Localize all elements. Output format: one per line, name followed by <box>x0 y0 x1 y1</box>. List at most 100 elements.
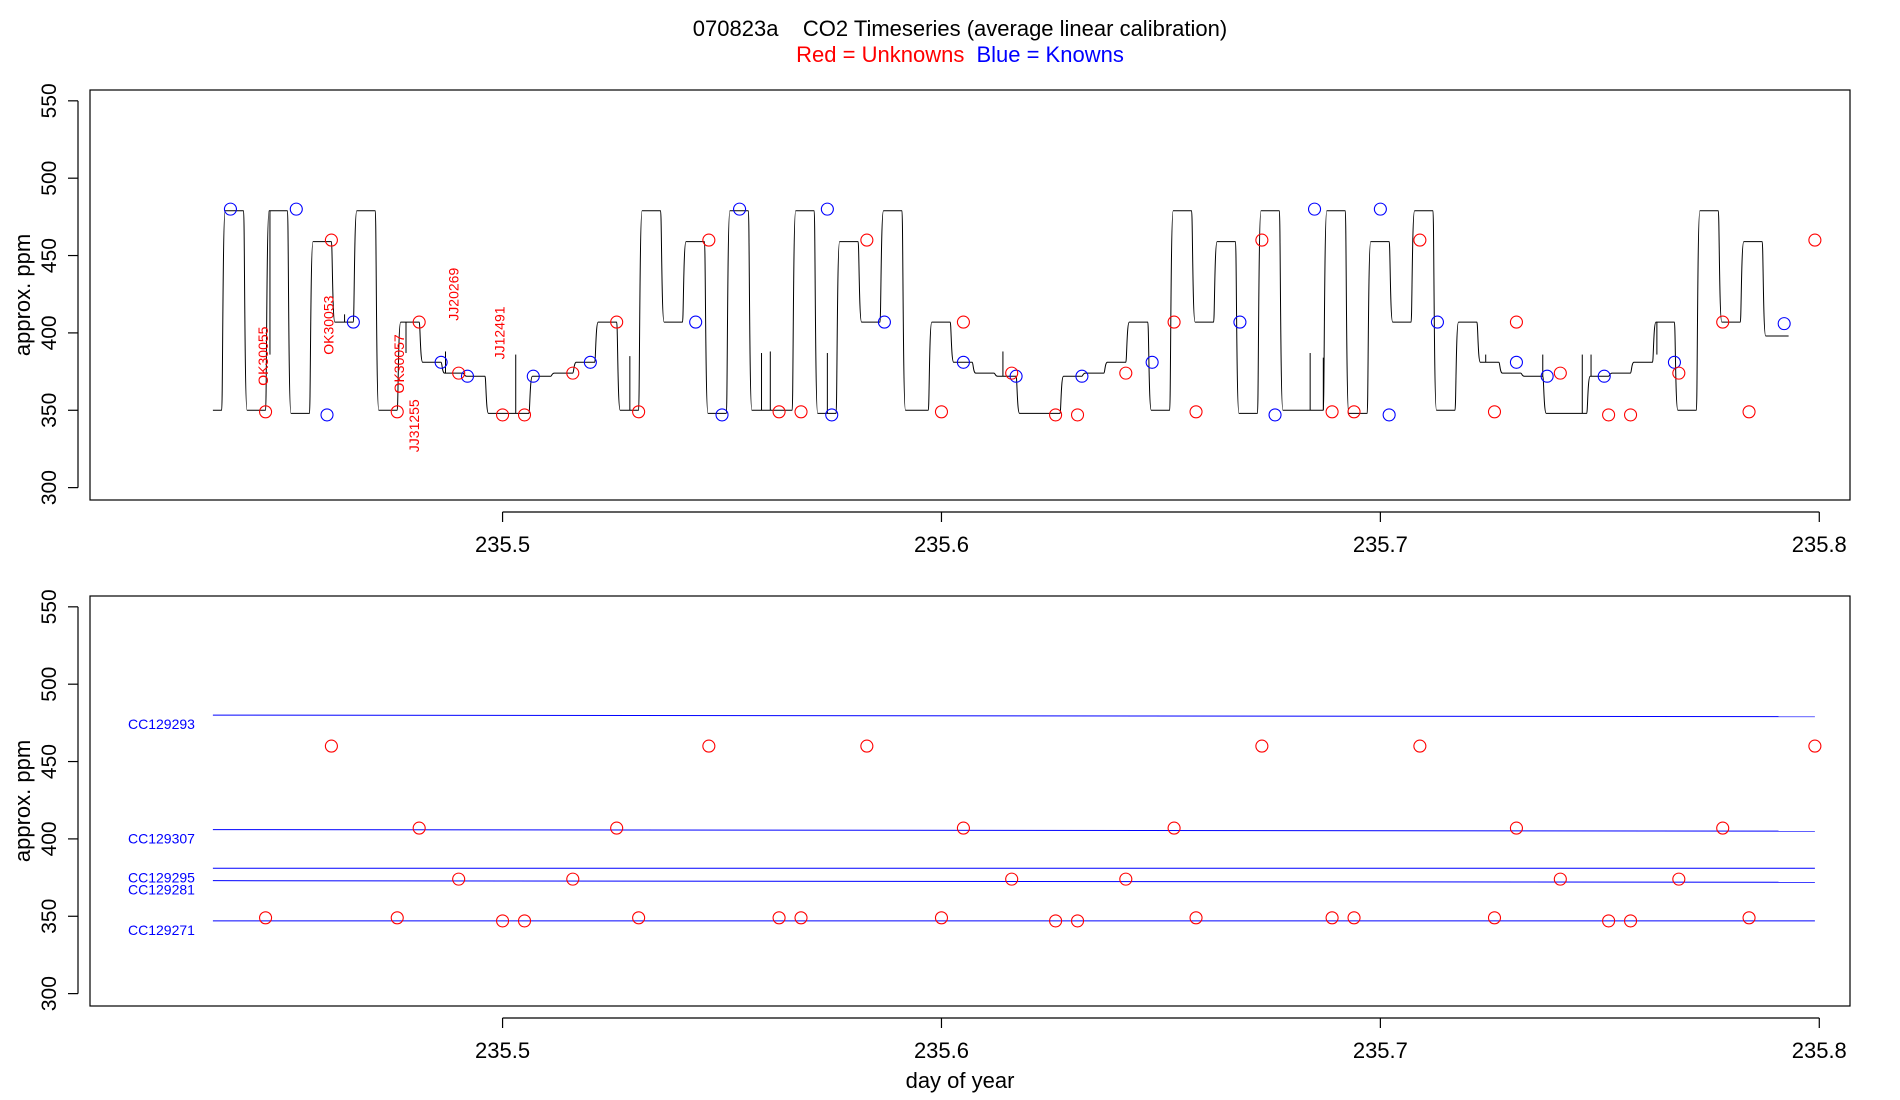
bottom-unknown-marker <box>1255 739 1269 753</box>
standard-label: CC129295 <box>128 869 195 885</box>
top-known-marker <box>825 408 839 422</box>
bottom-x-axis-label: day of year <box>906 1068 1015 1093</box>
top-known-marker <box>733 202 747 216</box>
svg-text:Red = Unknowns Blue = Kn: Red = Unknowns Blue = Knowns <box>796 42 1124 67</box>
top-unknown-marker <box>566 366 580 380</box>
top-known-marker <box>1382 408 1396 422</box>
top-known-marker <box>583 355 597 369</box>
top-unknown-marker <box>794 405 808 419</box>
bottom-unknown-marker <box>632 911 646 925</box>
top-marker-layer <box>223 202 1822 422</box>
top-y-axis-label: approx. ppm <box>10 234 35 356</box>
top-known-marker <box>1597 369 1611 383</box>
bottom-unknown-marker <box>1672 872 1686 886</box>
top-unknown-marker <box>1255 233 1269 247</box>
bottom-y-tick-label: 350 <box>38 899 61 934</box>
bottom-unknown-marker <box>1325 911 1339 925</box>
top-known-marker <box>877 315 891 329</box>
bottom-x-tick-label: 235.6 <box>914 1038 969 1063</box>
standard-line <box>212 829 1815 832</box>
bottom-unknown-marker <box>1119 872 1133 886</box>
bottom-unknown-marker <box>1553 872 1567 886</box>
top-y-tick-label: 400 <box>38 315 61 350</box>
bottom-unknown-marker <box>1509 821 1523 835</box>
top-unknown-marker <box>1413 233 1427 247</box>
top-y-tick-label: 500 <box>38 161 61 196</box>
bottom-unknown-marker <box>860 739 874 753</box>
top-known-marker <box>1430 315 1444 329</box>
bottom-unknown-marker <box>390 911 404 925</box>
top-known-marker <box>1777 317 1791 331</box>
top-y-tick-label: 300 <box>38 470 61 505</box>
bottom-unknown-marker <box>1602 914 1616 928</box>
top-known-marker <box>460 369 475 383</box>
bottom-unknown-marker <box>452 872 466 886</box>
top-unknown-marker <box>632 405 646 419</box>
bottom-unknown-marker <box>1049 914 1063 928</box>
top-x-tick-label: 235.7 <box>1353 532 1408 557</box>
top-unknown-marker <box>1189 405 1203 419</box>
top-y-tick-label: 450 <box>38 238 61 273</box>
top-sample-annotation: OK30057 <box>391 334 407 393</box>
top-unknown-marker <box>772 405 786 419</box>
top-unknown-marker <box>1049 408 1063 422</box>
bottom-plot-frame <box>89 595 1851 1007</box>
standard-line <box>212 880 1815 883</box>
top-unknown-marker <box>390 405 404 419</box>
top-unknown-marker <box>412 315 426 329</box>
top-unknown-marker <box>860 233 874 247</box>
top-known-marker <box>434 355 448 369</box>
bottom-unknown-marker <box>1413 739 1427 753</box>
bottom-unknown-marker <box>1167 821 1181 835</box>
bottom-x-axis: 235.5 235.6 235.7 235.8 <box>475 1017 1847 1063</box>
top-x-tick-label: 235.8 <box>1792 532 1847 557</box>
bottom-y-tick-label: 450 <box>38 744 61 779</box>
bottom-unknown-marker <box>1189 911 1203 925</box>
top-unknown-marker <box>956 315 970 329</box>
top-unknown-marker <box>934 405 949 419</box>
standard-line <box>212 714 1815 718</box>
bottom-y-tick-label: 500 <box>38 667 61 702</box>
top-unknown-marker <box>1623 408 1638 422</box>
top-y-axis: 300 350 400 450 500 550 <box>38 83 79 505</box>
bottom-unknown-marker <box>610 821 624 835</box>
legend-knowns: Blue = Knowns <box>976 42 1123 67</box>
bottom-unknown-marker <box>1742 911 1756 925</box>
bottom-unknown-marker <box>496 914 510 928</box>
top-sample-annotation: OK30055 <box>255 326 271 385</box>
legend-unknowns: Red = Unknowns <box>796 42 964 67</box>
top-known-marker <box>223 202 237 216</box>
top-unknown-marker <box>452 366 466 380</box>
top-unknown-marker <box>1716 315 1730 329</box>
top-unknown-marker <box>1347 405 1361 419</box>
bottom-unknown-marker <box>794 911 808 925</box>
top-known-marker <box>1509 355 1523 369</box>
top-known-marker <box>1268 408 1282 422</box>
top-x-tick-label: 235.5 <box>475 532 530 557</box>
bottom-unknown-marker <box>324 739 338 753</box>
bottom-unknown-marker <box>412 821 426 835</box>
top-unknown-marker <box>1070 408 1085 422</box>
top-known-marker <box>526 369 540 383</box>
top-known-marker <box>320 408 334 422</box>
top-known-marker <box>1667 355 1681 369</box>
bottom-unknown-marker <box>956 821 970 835</box>
standard-label: CC129281 <box>128 882 195 898</box>
top-known-marker <box>956 355 970 369</box>
top-plot-frame <box>89 89 1851 501</box>
bottom-unknown-marker <box>1623 914 1638 928</box>
top-known-marker <box>689 315 703 329</box>
top-unknown-marker <box>517 408 532 422</box>
top-sample-annotation: JJ20269 <box>446 268 462 321</box>
top-x-axis: 235.5 235.6 235.7 235.8 <box>475 511 1847 557</box>
bottom-unknown-marker <box>772 911 786 925</box>
top-unknown-marker <box>702 233 716 247</box>
bottom-y-tick-label: 300 <box>38 976 61 1011</box>
top-unknown-marker <box>1553 366 1567 380</box>
bottom-unknown-marker <box>517 914 532 928</box>
top-known-marker <box>1233 315 1247 329</box>
standard-label: CC129271 <box>128 922 195 938</box>
bottom-unknown-marker <box>1005 872 1019 886</box>
top-known-marker <box>1307 202 1322 216</box>
